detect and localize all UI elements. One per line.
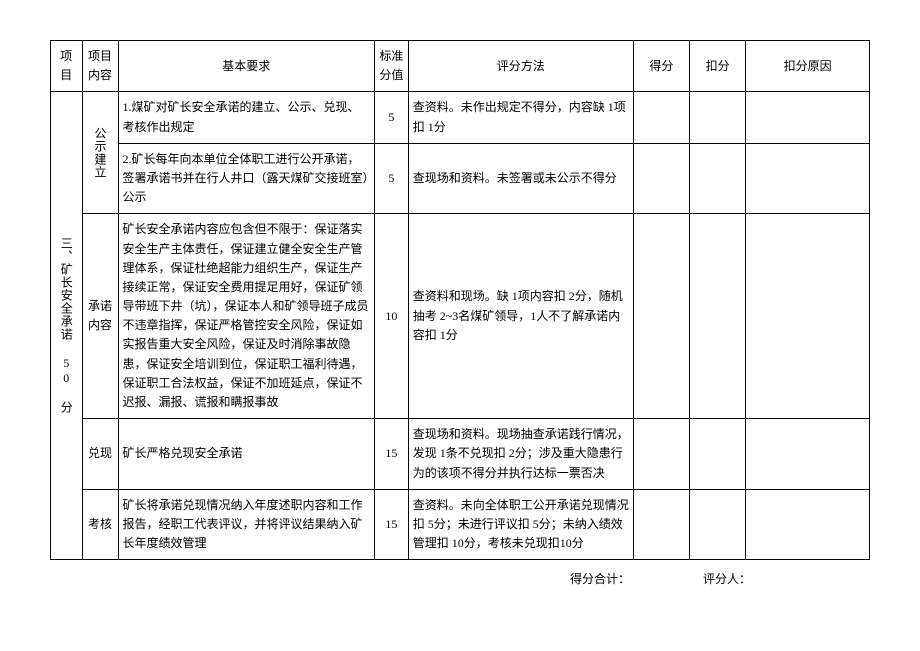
header-basic-req: 基本要求: [118, 41, 375, 92]
score-total-label: 得分合计：: [570, 570, 630, 587]
table-row: 2.矿长每年向本单位全体职工进行公开承诺，签署承诺书并在行人井口（露天煤矿交接班…: [51, 143, 870, 214]
score-cell: [633, 214, 689, 419]
project-cell: 三、矿长安全承诺 50 分: [51, 92, 83, 560]
score-cell: [633, 419, 689, 490]
header-score: 得分: [633, 41, 689, 92]
header-deduction: 扣分: [690, 41, 746, 92]
deduction-cell: [690, 214, 746, 419]
std-cell: 5: [375, 143, 409, 214]
std-cell: 5: [375, 92, 409, 143]
scoring-table: 项目 项目内容 基本要求 标准分值 评分方法 得分 扣分 扣分原因 三、矿长安全…: [50, 40, 870, 560]
method-cell: 查现场和资料。未签署或未公示不得分: [408, 143, 633, 214]
req-cell: 2.矿长每年向本单位全体职工进行公开承诺，签署承诺书并在行人井口（露天煤矿交接班…: [118, 143, 375, 214]
scorer-label: 评分人：: [703, 570, 751, 587]
method-cell: 查资料。未向全体职工公开承诺兑现情况扣 5分；未进行评议扣 5分；未纳入绩效管理…: [408, 489, 633, 560]
reason-cell: [746, 92, 870, 143]
req-cell: 矿长安全承诺内容应包含但不限于：保证落实安全生产主体责任，保证建立健全安全生产管…: [118, 214, 375, 419]
score-cell: [633, 489, 689, 560]
method-cell: 查资料和现场。缺 1项内容扣 2分，随机抽考 2~3名煤矿领导，1人不了解承诺内…: [408, 214, 633, 419]
header-project: 项目: [51, 41, 83, 92]
footer: 得分合计： 评分人：: [50, 570, 870, 587]
table-row: 考核 矿长将承诺兑现情况纳入年度述职内容和工作报告，经职工代表评议，并将评议结果…: [51, 489, 870, 560]
content-cell: 公示建立: [82, 92, 118, 214]
std-cell: 15: [375, 419, 409, 490]
table-row: 承诺内容 矿长安全承诺内容应包含但不限于：保证落实安全生产主体责任，保证建立健全…: [51, 214, 870, 419]
content-cell: 承诺内容: [82, 214, 118, 419]
deduction-cell: [690, 143, 746, 214]
table-row: 兑现 矿长严格兑现安全承诺 15 查现场和资料。现场抽查承诺践行情况，发现 1条…: [51, 419, 870, 490]
table-row: 三、矿长安全承诺 50 分 公示建立 1.煤矿对矿长安全承诺的建立、公示、兑现、…: [51, 92, 870, 143]
deduction-cell: [690, 92, 746, 143]
score-cell: [633, 92, 689, 143]
content-cell: 考核: [82, 489, 118, 560]
std-cell: 15: [375, 489, 409, 560]
std-cell: 10: [375, 214, 409, 419]
reason-cell: [746, 419, 870, 490]
header-row: 项目 项目内容 基本要求 标准分值 评分方法 得分 扣分 扣分原因: [51, 41, 870, 92]
score-cell: [633, 143, 689, 214]
reason-cell: [746, 489, 870, 560]
req-cell: 矿长将承诺兑现情况纳入年度述职内容和工作报告，经职工代表评议，并将评议结果纳入矿…: [118, 489, 375, 560]
req-cell: 矿长严格兑现安全承诺: [118, 419, 375, 490]
header-scoring-method: 评分方法: [408, 41, 633, 92]
content-cell: 兑现: [82, 419, 118, 490]
project-label: 三、矿长安全承诺 50 分: [57, 237, 75, 414]
header-deduction-reason: 扣分原因: [746, 41, 870, 92]
method-cell: 查资料。未作出规定不得分，内容缺 1项扣 1分: [408, 92, 633, 143]
reason-cell: [746, 214, 870, 419]
req-cell: 1.煤矿对矿长安全承诺的建立、公示、兑现、考核作出规定: [118, 92, 375, 143]
header-project-content: 项目内容: [82, 41, 118, 92]
reason-cell: [746, 143, 870, 214]
header-std-score: 标准分值: [375, 41, 409, 92]
deduction-cell: [690, 419, 746, 490]
method-cell: 查现场和资料。现场抽查承诺践行情况，发现 1条不兑现扣 2分；涉及重大隐患行为的…: [408, 419, 633, 490]
deduction-cell: [690, 489, 746, 560]
